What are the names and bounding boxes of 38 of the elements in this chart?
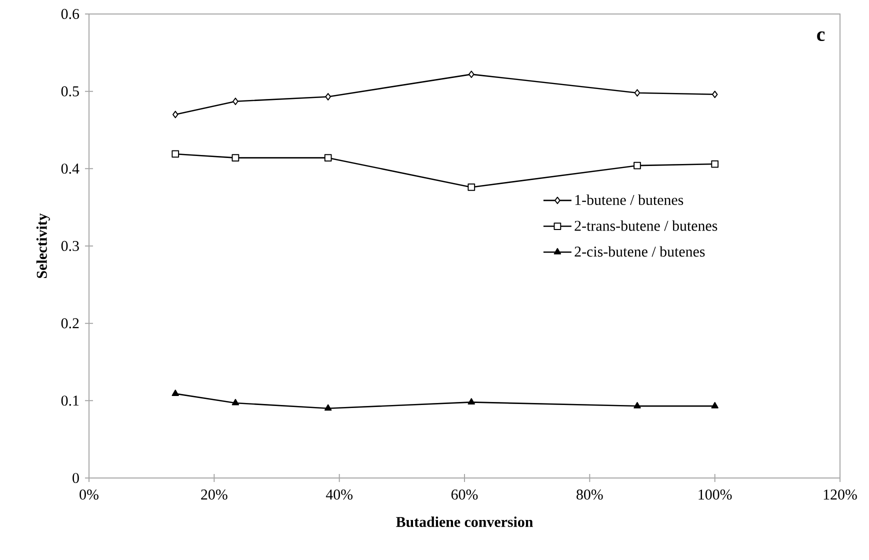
point: [172, 150, 180, 158]
y-tick-label: 0.2: [61, 318, 79, 328]
x-tick-label: 20%: [201, 490, 228, 500]
point: [711, 402, 718, 408]
point: [634, 89, 640, 97]
x-axis-title: Butadiene conversion: [396, 516, 533, 528]
point: [324, 154, 332, 162]
point: [172, 110, 178, 118]
annotation: c: [817, 31, 825, 41]
point: [324, 404, 332, 411]
point: [468, 70, 474, 78]
x-tick-label: 80%: [576, 490, 603, 500]
x-tick-label: 40%: [326, 490, 353, 500]
y-tick-label: 0.1: [61, 396, 79, 406]
y-axis-title: Selectivity: [36, 213, 50, 278]
y-tick-label: 0.3: [61, 240, 79, 252]
legend-label: 1-butene / butenes: [575, 194, 684, 205]
x-tick-label: 120%: [824, 490, 857, 500]
point: [325, 93, 331, 100]
y-tick-label: 0.6: [61, 8, 80, 20]
point: [232, 154, 240, 162]
point: [232, 398, 240, 406]
y-tick-label: 0.4: [61, 164, 80, 174]
point: [634, 162, 641, 170]
x-tick-label: 60%: [451, 490, 478, 500]
point: [172, 390, 179, 396]
point: [232, 98, 238, 106]
point: [712, 90, 718, 98]
y-tick-label: 0.5: [61, 86, 79, 96]
point: [634, 402, 641, 408]
x-tick-label: 0%: [80, 490, 98, 500]
legend-label: 2-cis-butene / butenes: [574, 246, 705, 257]
point: [468, 184, 476, 191]
point: [711, 160, 719, 168]
point: [468, 398, 475, 404]
legend-label: 2-trans-butene / butenes: [574, 220, 718, 231]
x-tick-label: 100%: [698, 490, 732, 500]
y-tick-label: 0: [72, 472, 79, 484]
